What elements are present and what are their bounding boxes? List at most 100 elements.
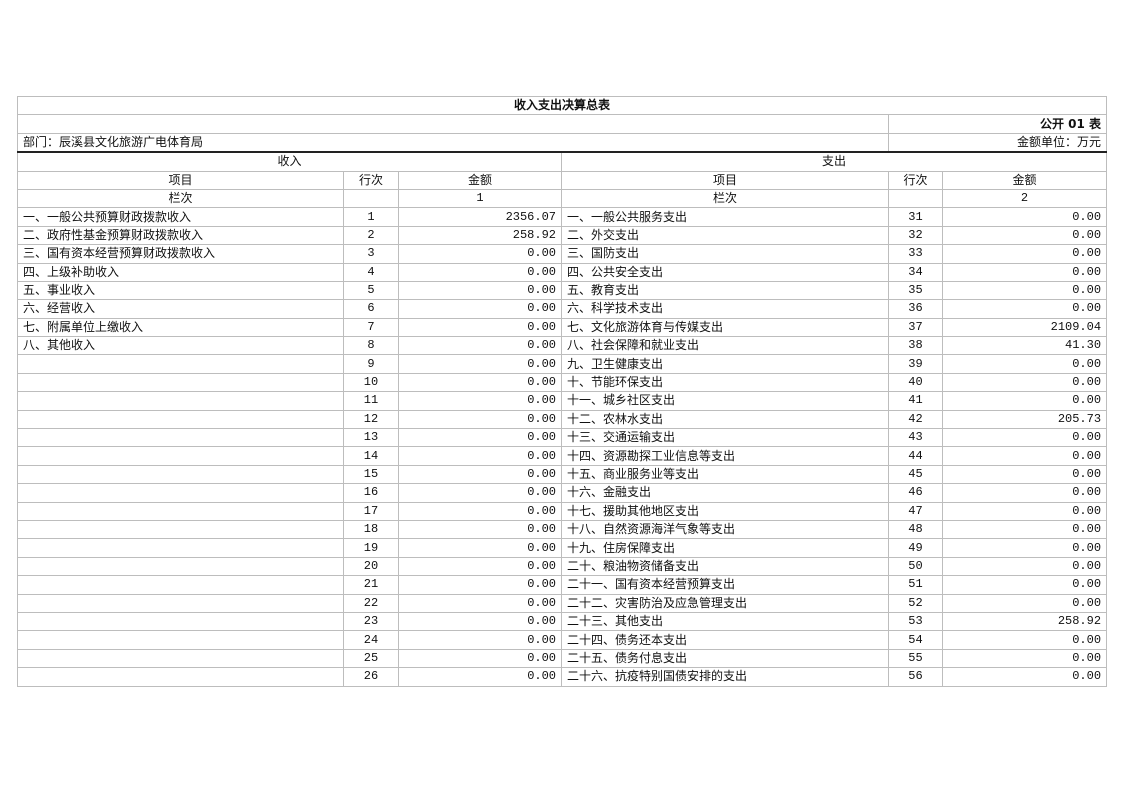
expense-item: 十八、自然资源海洋气象等支出 [561,519,889,540]
expense-item: 七、文化旅游体育与传媒支出 [561,317,889,338]
income-item: 三、国有资本经营预算财政拨款收入 [17,244,344,264]
table-row: 五、事业收入 5 0.00 五、教育支出 35 0.00 [17,280,1108,301]
expense-item: 二十五、债务付息支出 [561,648,889,669]
table-row: 20 0.00 二十、粮油物资储备支出 50 0.00 [17,556,1108,577]
expense-item-header: 项目 [561,170,889,190]
expense-column-label: 栏次 [561,188,889,209]
expense-amount: 0.00 [941,280,1108,301]
expense-amount: 0.00 [941,648,1108,669]
expense-amount-header: 金额 [941,170,1108,190]
table-row: 23 0.00 二十三、其他支出 53 258.92 [17,611,1108,632]
income-line-no: 19 [343,538,399,558]
income-item: 二、政府性基金预算财政拨款收入 [17,225,344,246]
table-row: 六、经营收入 6 0.00 六、科学技术支出 36 0.00 [17,299,1108,319]
income-header: 收入 [17,151,562,172]
expense-line-no: 43 [888,428,943,448]
income-amount: 258.92 [398,225,562,246]
table-row: 18 0.00 十八、自然资源海洋气象等支出 48 0.00 [17,519,1108,540]
expense-line-no: 55 [888,648,943,669]
income-line-no: 12 [343,409,399,430]
table-row: 一、一般公共预算财政拨款收入 1 2356.07 一、一般公共服务支出 31 0.00 [17,207,1108,227]
income-line-no: 14 [343,446,399,466]
income-item [17,409,344,430]
table-row: 八、其他收入 8 0.00 八、社会保障和就业支出 38 41.30 [17,336,1108,356]
table-row: 22 0.00 二十二、灾害防治及应急管理支出 52 0.00 [17,593,1108,613]
income-line-no: 9 [343,354,399,374]
table-row: 26 0.00 二十六、抗疫特别国债安排的支出 56 0.00 [17,667,1108,687]
income-item [17,648,344,669]
table-row: 七、附属单位上缴收入 7 0.00 七、文化旅游体育与传媒支出 37 2109.04 [17,317,1108,338]
income-item [17,446,344,466]
expense-column-number: 2 [941,188,1108,209]
expense-line-no: 33 [888,244,943,264]
income-amount: 0.00 [398,538,562,558]
table-row: 24 0.00 二十四、债务还本支出 54 0.00 [17,630,1108,650]
expense-item: 一、一般公共服务支出 [561,207,889,227]
income-line-no: 3 [343,244,399,264]
expense-line-no: 49 [888,538,943,558]
income-item: 八、其他收入 [17,336,344,356]
income-item [17,630,344,650]
table-row: 16 0.00 十六、金融支出 46 0.00 [17,483,1108,503]
income-item [17,464,344,485]
expense-item: 二十三、其他支出 [561,611,889,632]
table-row: 11 0.00 十一、城乡社区支出 41 0.00 [17,391,1108,411]
income-amount: 0.00 [398,483,562,503]
income-item [17,667,344,687]
income-line-no: 7 [343,317,399,338]
expense-amount: 0.00 [941,501,1108,521]
expense-line-no: 52 [888,593,943,613]
expense-line-no: 39 [888,354,943,374]
income-line-no: 26 [343,667,399,687]
expense-amount: 2109.04 [941,317,1108,338]
expense-line-no: 37 [888,317,943,338]
income-item-header: 项目 [17,170,344,190]
income-item [17,556,344,577]
blank-cell [17,114,889,134]
income-amount: 0.00 [398,630,562,650]
expense-item: 十、节能环保支出 [561,372,889,393]
expense-item: 八、社会保障和就业支出 [561,336,889,356]
expense-amount: 0.00 [941,667,1108,687]
expense-item: 十九、住房保障支出 [561,538,889,558]
income-column-number: 1 [398,188,562,209]
expense-line-no: 54 [888,630,943,650]
expense-item: 九、卫生健康支出 [561,354,889,374]
expense-amount: 0.00 [941,464,1108,485]
expense-line-no: 34 [888,262,943,282]
income-amount: 0.00 [398,611,562,632]
income-line-no: 11 [343,391,399,411]
expense-item: 二十一、国有资本经营预算支出 [561,575,889,595]
expense-item: 十一、城乡社区支出 [561,391,889,411]
expense-amount: 0.00 [941,446,1108,466]
income-amount: 0.00 [398,556,562,577]
expense-line-no: 51 [888,575,943,595]
expense-line-no: 38 [888,336,943,356]
income-amount: 0.00 [398,593,562,613]
expense-amount: 0.00 [941,556,1108,577]
income-line-no: 6 [343,299,399,319]
table-row: 12 0.00 十二、农林水支出 42 205.73 [17,409,1108,430]
expense-amount: 0.00 [941,244,1108,264]
income-line-no: 25 [343,648,399,669]
table-row: 9 0.00 九、卫生健康支出 39 0.00 [17,354,1108,374]
income-amount: 0.00 [398,519,562,540]
income-line-no: 16 [343,483,399,503]
income-item [17,372,344,393]
income-line-header: 行次 [343,170,399,190]
income-amount: 0.00 [398,391,562,411]
income-line-no: 4 [343,262,399,282]
expense-amount: 205.73 [941,409,1108,430]
table-row: 17 0.00 十七、援助其他地区支出 47 0.00 [17,501,1108,521]
income-amount: 0.00 [398,446,562,466]
income-line-no: 5 [343,280,399,301]
expense-amount: 0.00 [941,391,1108,411]
expense-item: 十七、援助其他地区支出 [561,501,889,521]
table-row: 21 0.00 二十一、国有资本经营预算支出 51 0.00 [17,575,1108,595]
income-item [17,483,344,503]
income-line-no: 15 [343,464,399,485]
income-item [17,519,344,540]
expense-item: 十四、资源勘探工业信息等支出 [561,446,889,466]
table-row: 二、政府性基金预算财政拨款收入 2 258.92 二、外交支出 32 0.00 [17,225,1108,246]
expense-item: 五、教育支出 [561,280,889,301]
